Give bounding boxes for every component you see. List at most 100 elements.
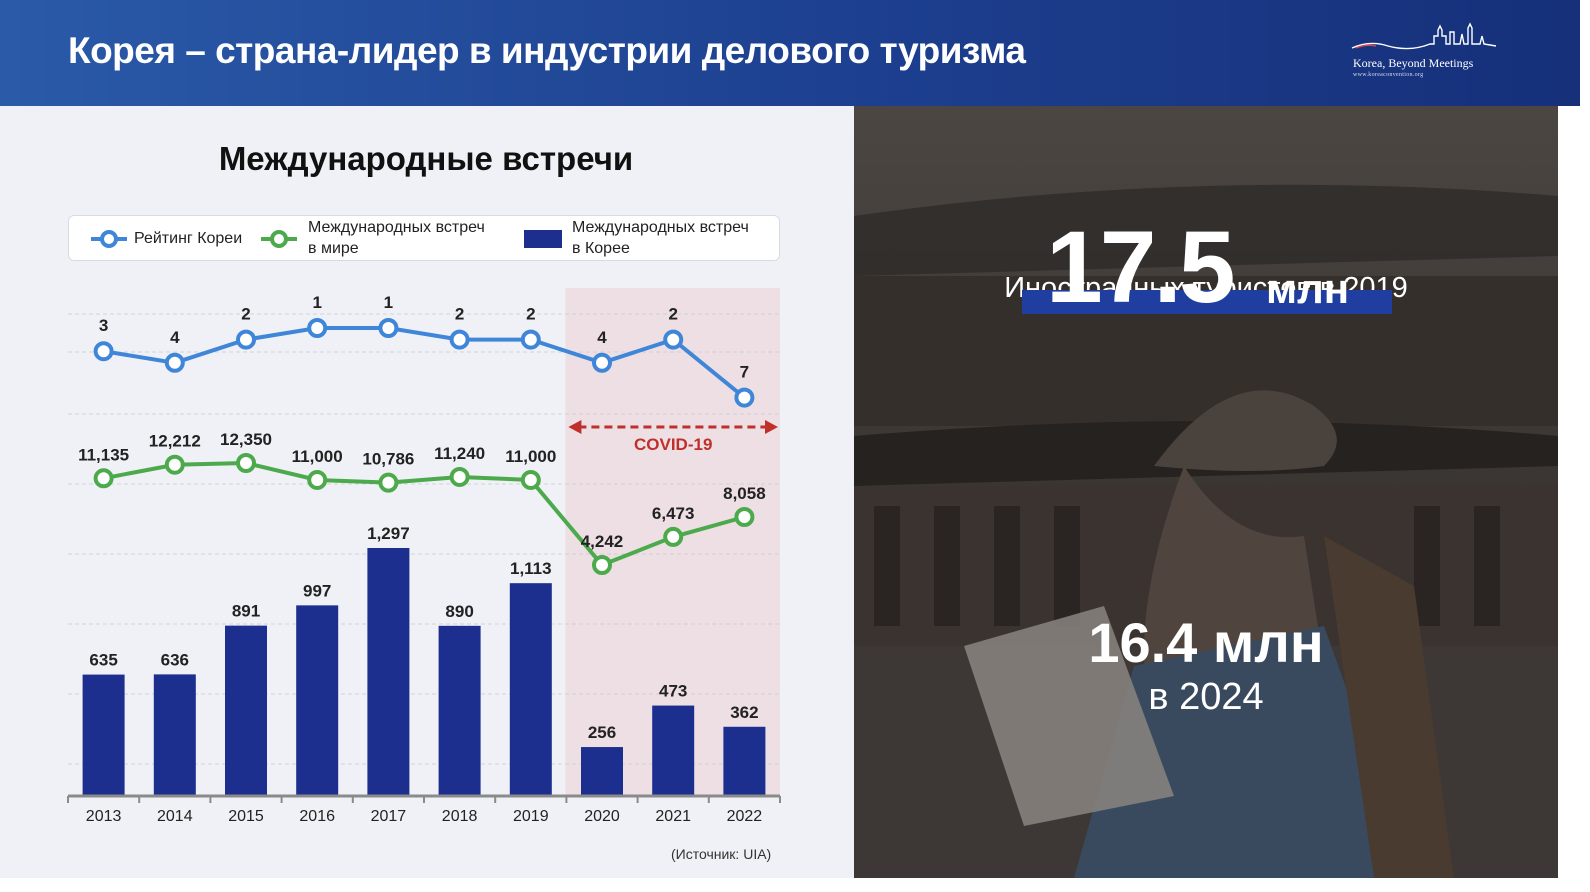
rank-label-2015: 2	[241, 305, 250, 324]
legend-label-world-meetings: Международных встреч в мире	[308, 219, 485, 257]
point-rank-2016	[307, 318, 328, 338]
world-label-2014: 12,212	[149, 432, 201, 451]
bar-label-2016: 997	[303, 581, 331, 600]
point-rank-2013	[93, 341, 114, 362]
world-label-2013: 11,135	[78, 445, 129, 464]
tourist-count-2024-year: в 2024	[1148, 676, 1264, 718]
bar-label-2013: 635	[89, 651, 117, 670]
rank-label-2022: 7	[740, 363, 749, 382]
point-rank-2017	[378, 318, 399, 338]
legend-marker-korea-rank	[91, 230, 127, 248]
source-note: (Источник: UIA)	[671, 846, 772, 862]
bar-korea-2022	[723, 726, 766, 796]
bar-label-2020: 256	[588, 723, 616, 742]
bar-label-2017: 1,297	[367, 524, 410, 543]
bar-label-2014: 636	[161, 650, 189, 669]
legend-marker-world-meetings	[261, 230, 297, 248]
bar-korea-2015	[225, 625, 267, 796]
tourist-count-2024: 16.4 млн	[1088, 611, 1324, 674]
page-margin-bottom	[0, 878, 1590, 892]
bar-korea-2016	[296, 605, 339, 796]
point-world-2018	[449, 466, 470, 487]
line-korea-rank	[103, 326, 746, 400]
bar-korea-2014	[153, 674, 196, 796]
city-skyline-icon	[1351, 22, 1497, 50]
tourist-count-unit: млн	[1266, 265, 1350, 312]
point-world-2014	[164, 454, 185, 475]
point-rank-2018	[449, 329, 470, 350]
rank-label-2021: 2	[668, 305, 677, 324]
point-rank-2019	[520, 329, 541, 350]
rank-label-2018: 2	[455, 305, 464, 324]
bar-korea-2019	[509, 583, 552, 796]
rank-label-2017: 1	[384, 293, 393, 312]
point-world-2020	[592, 555, 612, 575]
point-world-2017	[378, 472, 399, 493]
bar-label-2019: 1,113	[510, 559, 552, 578]
x-label-2019: 2019	[513, 808, 549, 825]
tourist-count-2019: 17.5	[1046, 210, 1236, 324]
meetings-chart: 635 6368919971,2978901,11325647336211,135…	[67, 288, 781, 825]
world-label-2018: 11,240	[434, 444, 485, 463]
point-world-2013	[93, 468, 114, 489]
bar-korea-2020	[581, 747, 623, 796]
tourist-photo	[854, 106, 1558, 878]
world-label-2016: 11,000	[292, 447, 343, 466]
point-rank-2014	[164, 352, 185, 373]
x-label-2022: 2022	[727, 808, 763, 825]
legend-label-korea-meetings: Международных встреч в Корее	[572, 219, 749, 257]
x-label-2016: 2016	[299, 808, 335, 825]
tourist-panel: Иностранных туристов в 2019 17.5 млн 16.…	[854, 106, 1558, 878]
page-margin-right	[1558, 106, 1590, 892]
x-label-2017: 2017	[371, 808, 407, 825]
rank-label-2020: 4	[597, 328, 607, 347]
world-label-2021: 6,473	[652, 504, 695, 523]
world-label-2015: 12,350	[220, 430, 272, 449]
point-rank-2020	[592, 352, 612, 373]
covid-label: COVID-19	[634, 435, 712, 454]
world-label-2019: 11,000	[505, 447, 556, 466]
x-label-2018: 2018	[442, 808, 478, 825]
rank-label-2014: 4	[170, 328, 180, 347]
korea-convention-logo: Korea, Beyond Meetings www.koreaconventi…	[1350, 22, 1500, 84]
x-label-2014: 2014	[157, 808, 193, 825]
logo-text: Korea, Beyond Meetings	[1353, 56, 1474, 70]
rank-label-2016: 1	[312, 293, 321, 312]
chart-heading: Международные встречи	[218, 140, 634, 177]
bar-label-2022: 362	[730, 703, 758, 722]
point-world-2016	[307, 469, 328, 490]
bar-korea-2021	[652, 705, 695, 796]
world-label-2020: 4,242	[581, 532, 624, 551]
page-title: Корея – страна-лидер в индустрии деловог…	[68, 30, 1026, 71]
bar-label-2015: 891	[232, 602, 260, 621]
rank-label-2019: 2	[526, 305, 535, 324]
chart-legend: Рейтинг Кореи Международных встреч в мир…	[68, 215, 780, 261]
covid-arrow-left-head	[568, 420, 582, 434]
bar-korea-2018	[438, 625, 481, 796]
line-world-meetings	[103, 460, 745, 568]
rank-label-2013: 3	[99, 316, 108, 335]
legend-label-korea-rank: Рейтинг Кореи	[134, 230, 243, 247]
header-banner: Корея – страна-лидер в индустрии деловог…	[0, 0, 1580, 106]
point-rank-2022	[734, 387, 755, 408]
world-label-2017: 10,786	[362, 450, 414, 469]
x-label-2021: 2021	[655, 808, 691, 825]
bar-label-2021: 473	[659, 682, 687, 701]
point-rank-2021	[663, 329, 684, 350]
legend-marker-korea-meetings	[524, 230, 562, 248]
point-rank-2015	[236, 329, 256, 350]
bar-korea-2013	[82, 674, 125, 796]
x-label-2013: 2013	[86, 808, 122, 825]
point-world-2015	[236, 453, 256, 473]
x-label-2015: 2015	[228, 808, 264, 825]
bar-korea-2017	[367, 548, 410, 796]
point-world-2021	[663, 526, 684, 547]
point-world-2019	[520, 469, 541, 490]
highlight-bar	[1022, 290, 1392, 314]
x-label-2020: 2020	[584, 808, 620, 825]
world-label-2022: 8,058	[723, 484, 766, 503]
point-world-2022	[734, 506, 755, 527]
covid-arrow-right-head	[765, 420, 778, 434]
logo-url: www.koreaconvention.org	[1353, 72, 1424, 78]
bar-label-2018: 890	[445, 602, 473, 621]
